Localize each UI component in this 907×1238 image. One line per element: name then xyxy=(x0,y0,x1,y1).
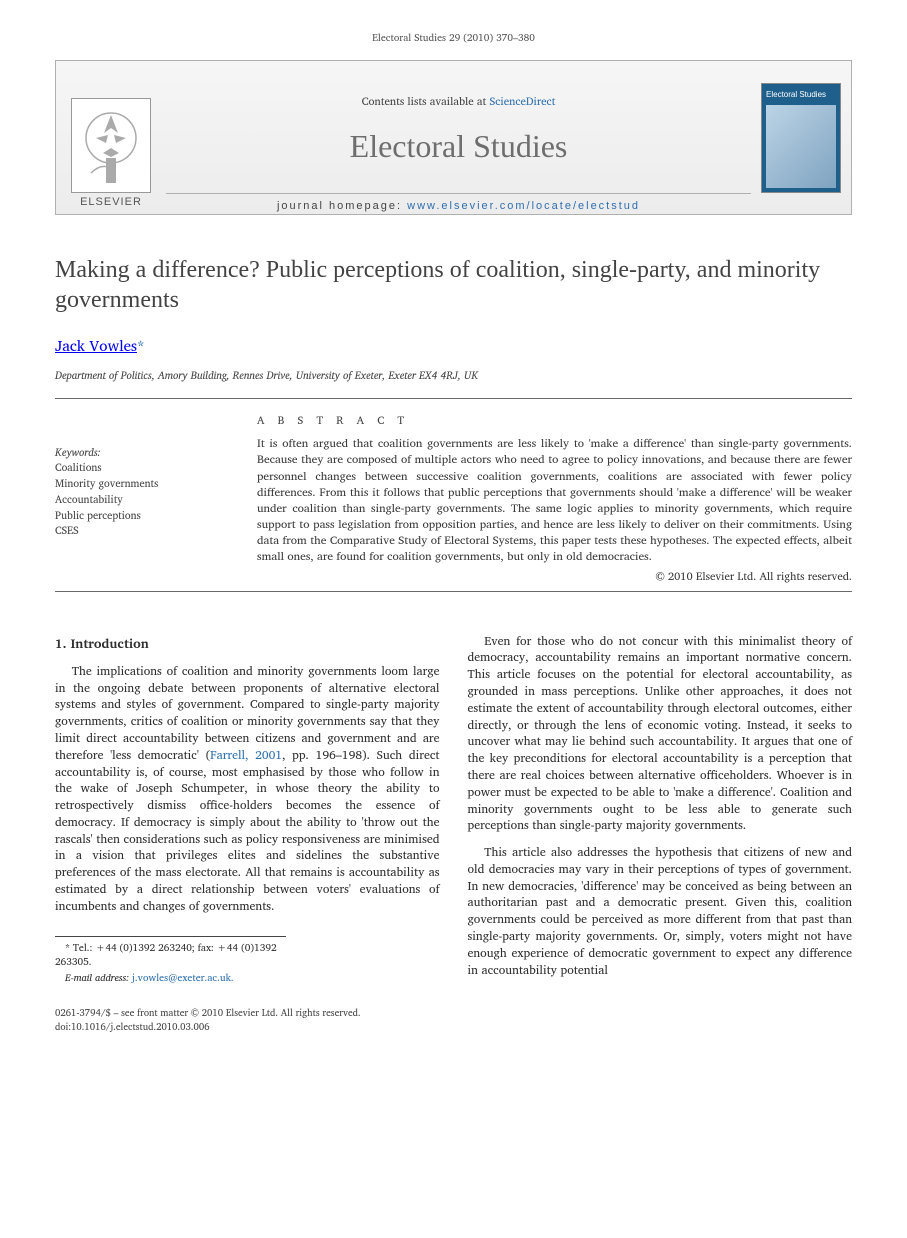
elsevier-tree-icon xyxy=(71,98,151,193)
publisher-block: ELSEVIER xyxy=(56,61,166,214)
section-title: Introduction xyxy=(71,632,149,654)
section-heading: 1. Introduction xyxy=(55,634,440,652)
journal-cover-icon: Electoral Studies xyxy=(761,83,841,193)
article-title: Making a difference? Public perceptions … xyxy=(55,255,852,315)
footer-block: 0261-3794/$ – see front matter © 2010 El… xyxy=(55,1007,852,1034)
abstract-column: A B S T R A C T It is often argued that … xyxy=(257,413,852,585)
abstract-heading: A B S T R A C T xyxy=(257,413,852,428)
para-text: , pp. 196–198). Such direct accountabili… xyxy=(55,746,440,916)
footer-line: 0261-3794/$ – see front matter © 2010 El… xyxy=(55,1007,852,1020)
section-number: 1. xyxy=(55,632,67,654)
body-columns: 1. Introduction The implications of coal… xyxy=(55,634,852,990)
body-paragraph: This article also addresses the hypothes… xyxy=(468,845,853,979)
contents-line: Contents lists available at ScienceDirec… xyxy=(362,92,556,110)
abstract-text: It is often argued that coalition govern… xyxy=(257,436,852,565)
abstract-copyright: © 2010 Elsevier Ltd. All rights reserved… xyxy=(257,569,852,584)
keyword-item: CSES xyxy=(55,523,225,539)
footer-doi: doi:10.1016/j.electstud.2010.03.006 xyxy=(55,1021,852,1034)
cover-image xyxy=(766,105,836,188)
abstract-block: Keywords: Coalitions Minority government… xyxy=(55,399,852,591)
body-col-left: 1. Introduction The implications of coal… xyxy=(55,634,440,990)
footnote-email-label: E-mail address: xyxy=(65,970,129,986)
author-link[interactable]: Jack Vowles xyxy=(55,333,137,358)
cover-block: Electoral Studies xyxy=(751,61,851,214)
rule-bottom xyxy=(55,591,852,592)
running-head: Electoral Studies 29 (2010) 370–380 xyxy=(55,30,852,46)
body-col-right: Even for those who do not concur with th… xyxy=(468,634,853,990)
corr-footnote: * Tel.: +44 (0)1392 263240; fax: +44 (0)… xyxy=(55,936,286,985)
footnote-tel: * Tel.: +44 (0)1392 263240; fax: +44 (0)… xyxy=(55,941,286,969)
keyword-item: Public perceptions xyxy=(55,508,225,524)
body-paragraph: The implications of coalition and minori… xyxy=(55,664,440,916)
contents-prefix: Contents lists available at xyxy=(362,92,490,110)
masthead: ELSEVIER Contents lists available at Sci… xyxy=(55,60,852,215)
homepage-line: journal homepage: www.elsevier.com/locat… xyxy=(166,193,751,214)
body-paragraph: Even for those who do not concur with th… xyxy=(468,634,853,836)
cover-title: Electoral Studies xyxy=(762,84,840,99)
footnote-email-link[interactable]: j.vowles@exeter.ac.uk. xyxy=(132,970,234,986)
homepage-prefix: journal homepage: xyxy=(277,200,407,212)
masthead-center: Contents lists available at ScienceDirec… xyxy=(166,61,751,214)
affiliation: Department of Politics, Amory Building, … xyxy=(55,366,852,384)
homepage-link[interactable]: www.elsevier.com/locate/electstud xyxy=(407,200,640,212)
footnote-email-line: E-mail address: j.vowles@exeter.ac.uk. xyxy=(55,971,286,985)
authors: Jack Vowles* xyxy=(55,333,852,358)
sciencedirect-link[interactable]: ScienceDirect xyxy=(490,92,556,110)
keywords-column: Keywords: Coalitions Minority government… xyxy=(55,413,225,585)
corr-marker: * xyxy=(137,333,145,358)
journal-name: Electoral Studies xyxy=(350,128,568,165)
publisher-name: ELSEVIER xyxy=(80,196,142,208)
